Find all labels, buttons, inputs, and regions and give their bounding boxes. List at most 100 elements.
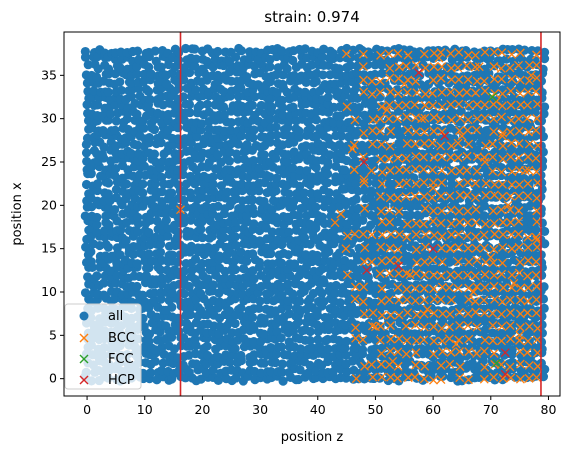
point-all: [289, 147, 299, 157]
point-all: [444, 267, 454, 277]
point-all: [249, 356, 259, 366]
point-all: [277, 95, 287, 105]
point-all: [265, 62, 275, 72]
point-all: [93, 100, 103, 110]
point-all: [266, 343, 276, 353]
point-all: [341, 350, 351, 360]
point-all: [112, 258, 122, 268]
point-all: [351, 178, 361, 189]
point-all: [185, 309, 196, 320]
point-all: [144, 249, 154, 259]
point-all: [179, 218, 189, 228]
x-tick-label: 0: [83, 402, 91, 417]
point-all: [323, 92, 333, 102]
point-all: [250, 92, 260, 102]
point-all: [185, 188, 196, 198]
point-all: [249, 337, 259, 347]
point-all: [301, 250, 311, 260]
point-all: [397, 187, 407, 197]
point-all: [328, 367, 338, 377]
point-all: [377, 290, 387, 300]
point-all: [236, 303, 246, 313]
point-all: [80, 211, 90, 221]
point-all: [301, 77, 311, 88]
x-tick-label: 30: [252, 402, 268, 417]
point-all: [300, 196, 310, 206]
point-all: [299, 233, 310, 243]
point-all: [186, 138, 196, 148]
point-all: [202, 56, 212, 66]
point-all: [92, 271, 102, 281]
legend-label-hcp: HCP: [108, 373, 135, 388]
y-tick-label: 15: [41, 241, 57, 256]
point-all: [341, 100, 352, 110]
point-all: [185, 171, 195, 182]
point-all: [144, 132, 154, 143]
point-all: [207, 231, 218, 241]
point-all: [241, 211, 252, 221]
y-tick-label: 10: [41, 284, 57, 299]
point-all: [126, 148, 136, 159]
point-all: [196, 289, 206, 299]
point-all: [133, 212, 143, 222]
point-all: [231, 52, 241, 62]
point-all: [139, 123, 149, 133]
point-all: [99, 290, 109, 300]
point-all: [289, 259, 300, 269]
point-all: [254, 186, 264, 196]
legend-label-all: all: [108, 309, 123, 324]
point-all: [245, 47, 255, 57]
point-all: [270, 357, 281, 368]
point-all: [241, 72, 252, 82]
point-all: [277, 258, 287, 268]
point-all: [277, 359, 288, 369]
point-all: [375, 92, 385, 102]
point-all: [404, 224, 414, 234]
point-all: [126, 91, 137, 102]
point-all: [284, 227, 294, 237]
point-all: [294, 316, 304, 327]
point-all: [236, 350, 246, 361]
y-axis-label: position x: [10, 182, 25, 246]
point-all: [132, 281, 142, 292]
point-all: [277, 290, 287, 300]
x-axis-label: position z: [281, 430, 344, 445]
point-all: [179, 266, 189, 276]
point-all: [81, 148, 92, 158]
point-all: [335, 53, 345, 63]
point-all: [253, 80, 263, 90]
point-all: [248, 321, 259, 332]
point-all: [146, 368, 156, 378]
point-all: [317, 212, 327, 222]
point-all: [405, 304, 415, 314]
point-all: [271, 173, 282, 183]
x-tick-label: 80: [541, 402, 557, 417]
legend: all BCC FCC HCP: [64, 303, 142, 390]
point-all: [294, 126, 304, 136]
point-all: [346, 272, 357, 282]
point-all: [307, 256, 317, 267]
point-all: [340, 165, 350, 175]
point-all: [311, 366, 321, 376]
point-all: [86, 169, 96, 179]
point-all: [276, 342, 286, 352]
point-all: [358, 163, 368, 174]
point-all: [92, 52, 103, 62]
point-all: [317, 288, 327, 298]
point-all: [155, 163, 166, 174]
point-all: [295, 181, 305, 191]
point-all: [277, 273, 288, 283]
point-all: [150, 46, 160, 56]
point-all: [323, 344, 333, 354]
point-all: [391, 337, 402, 347]
point-all: [284, 189, 294, 199]
point-all: [276, 333, 286, 343]
point-all: [184, 99, 195, 110]
point-all: [393, 367, 403, 378]
legend-label-bcc: BCC: [108, 331, 135, 346]
point-all: [335, 140, 345, 150]
point-all: [111, 116, 121, 126]
point-all: [376, 360, 386, 371]
point-all: [144, 62, 154, 72]
point-all: [288, 163, 298, 173]
